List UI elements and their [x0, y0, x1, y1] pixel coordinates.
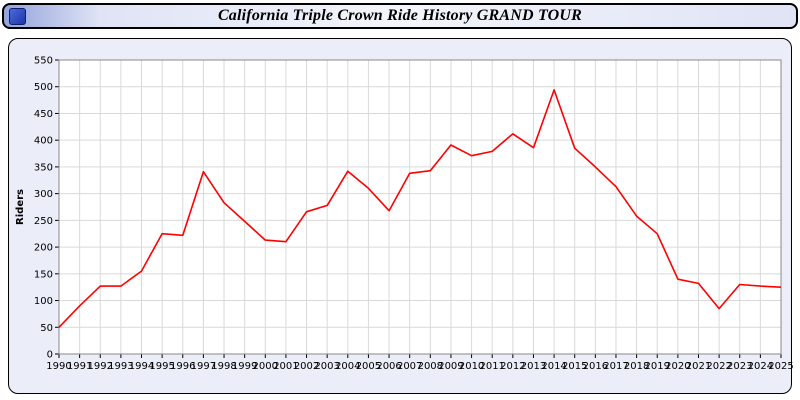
x-tick-label: 2024	[748, 361, 773, 372]
y-tick-label: 50	[40, 323, 53, 334]
x-tick-label: 2003	[314, 361, 339, 372]
y-tick-label: 450	[34, 109, 53, 120]
page-title: California Triple Crown Ride History GRA…	[217, 7, 583, 24]
x-tick-label: 2022	[706, 361, 731, 372]
y-tick-label: 200	[34, 243, 53, 254]
x-tick-label: 2021	[686, 361, 711, 372]
y-tick-label: 350	[34, 162, 53, 173]
x-tick-label: 2000	[253, 361, 278, 372]
x-tick-label: 2002	[294, 361, 319, 372]
y-tick-label: 150	[34, 269, 53, 280]
x-tick-label: 1991	[67, 361, 92, 372]
x-tick-label: 2009	[438, 361, 463, 372]
y-tick-label: 500	[34, 82, 53, 93]
x-tick-label: 2014	[541, 361, 566, 372]
x-tick-label: 2016	[583, 361, 608, 372]
y-tick-label: 250	[34, 216, 53, 227]
x-tick-label: 1990	[46, 361, 71, 372]
x-tick-label: 1997	[191, 361, 216, 372]
ride-history-line-chart: 0501001502002503003504004505005501990199…	[15, 56, 794, 373]
x-tick-label: 2012	[500, 361, 525, 372]
series-line-riders	[58, 89, 782, 328]
x-tick-label: 1999	[232, 361, 257, 372]
x-tick-label: 2017	[603, 361, 628, 372]
x-tick-label: 2013	[521, 361, 546, 372]
x-tick-label: 1992	[88, 361, 113, 372]
x-tick-label: 2004	[335, 361, 360, 372]
x-tick-label: 2001	[273, 361, 298, 372]
x-tick-label: 2023	[727, 361, 752, 372]
title-bar: California Triple Crown Ride History GRA…	[2, 3, 798, 29]
y-tick-label: 100	[34, 296, 53, 307]
y-tick-label: 400	[34, 136, 53, 147]
x-tick-label: 2011	[479, 361, 504, 372]
y-tick-label: 300	[34, 189, 53, 200]
chart-panel: 0 50 100 150 200 250 300 350 400 450 500 550 1990 199…	[8, 38, 794, 394]
y-tick-label: 0	[47, 350, 53, 361]
x-tick-label: 2005	[356, 361, 381, 372]
y-axis-label: Riders	[15, 189, 26, 225]
x-tick-label: 1996	[170, 361, 195, 372]
x-tick-label: 1998	[211, 361, 236, 372]
x-tick-label: 1994	[129, 361, 154, 372]
x-tick-label: 2025	[768, 361, 793, 372]
x-tick-label: 2007	[397, 361, 422, 372]
x-tick-label: 1995	[149, 361, 174, 372]
x-tick-label: 2020	[665, 361, 690, 372]
x-tick-label: 2018	[624, 361, 649, 372]
plot-border	[58, 59, 782, 355]
y-tick-label: 550	[34, 56, 53, 67]
x-tick-label: 2019	[645, 361, 670, 372]
x-tick-label: 2006	[376, 361, 401, 372]
x-tick-label: 1993	[108, 361, 133, 372]
app-window-icon	[9, 8, 26, 25]
plot-area	[59, 60, 781, 354]
x-tick-label: 2015	[562, 361, 587, 372]
x-tick-label: 2010	[459, 361, 484, 372]
x-tick-label: 2008	[418, 361, 443, 372]
